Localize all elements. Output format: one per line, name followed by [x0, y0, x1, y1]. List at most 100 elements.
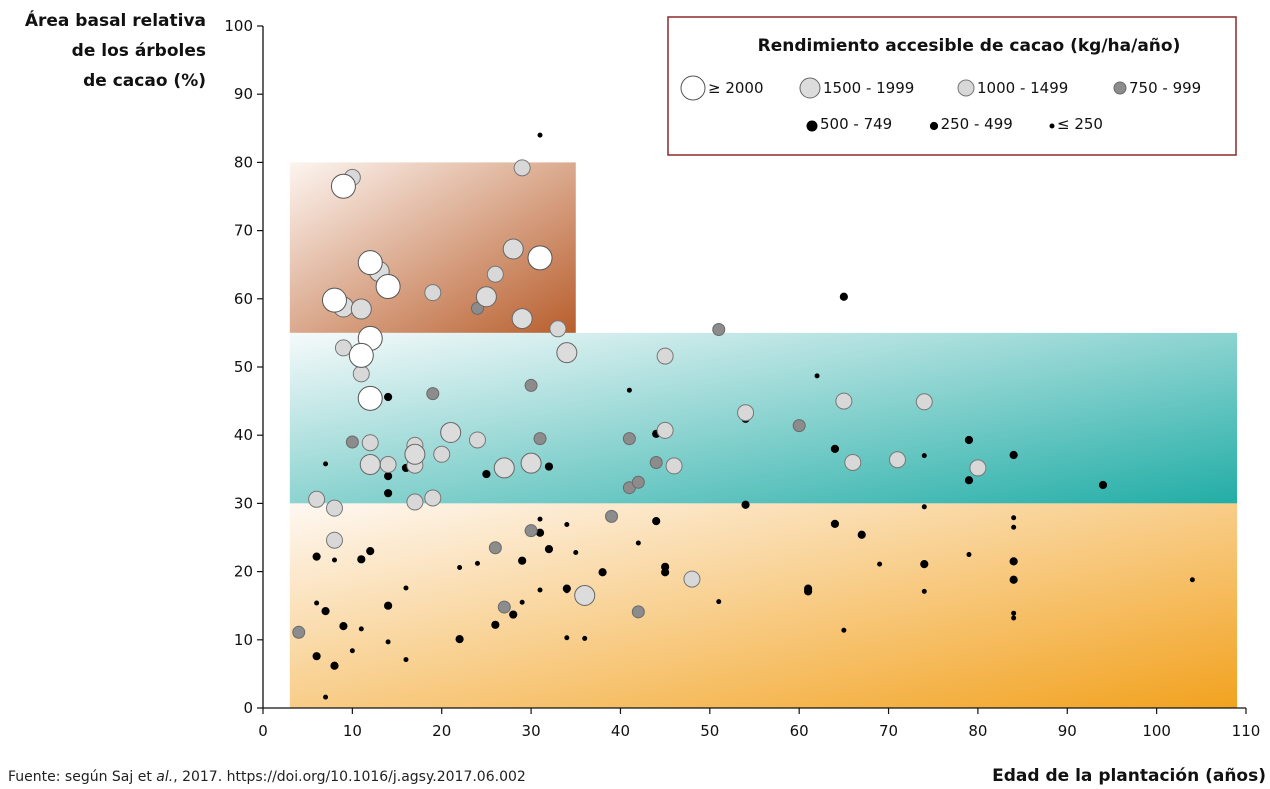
- x-tick-label: 80: [968, 722, 987, 740]
- data-point: [520, 452, 542, 474]
- data-point: [323, 694, 329, 700]
- data-point: [339, 622, 348, 631]
- data-point: [841, 627, 847, 633]
- data-point: [830, 519, 840, 528]
- y-tick-label: 70: [234, 222, 253, 240]
- data-point: [656, 347, 674, 365]
- background-regions: [289, 162, 1238, 708]
- legend-marker: [929, 121, 939, 131]
- x-tick-label: 40: [611, 722, 630, 740]
- legend-item-c1: ≥ 2000: [680, 75, 764, 101]
- data-point: [877, 561, 883, 567]
- y-tick-label: 10: [234, 631, 253, 649]
- data-point: [1009, 450, 1018, 460]
- data-point: [622, 432, 636, 446]
- data-point: [330, 173, 356, 199]
- data-point: [556, 342, 578, 364]
- data-point: [406, 493, 424, 511]
- x-tick-label: 20: [432, 722, 451, 740]
- data-point: [605, 509, 619, 523]
- data-point: [537, 516, 543, 522]
- x-tick-label: 60: [790, 722, 809, 740]
- data-point: [349, 648, 355, 654]
- legend-item-c7: ≤ 250: [1049, 115, 1103, 133]
- data-point: [491, 620, 500, 629]
- region-2: [289, 503, 1238, 708]
- axes: 0 10 20 30 40 50 60 70 80 90 100 110 0 10 20 30 40 50 60 70…: [224, 17, 1260, 740]
- y-tick-label: 50: [234, 358, 253, 376]
- data-point: [403, 657, 409, 663]
- data-point: [404, 443, 426, 465]
- data-point: [564, 635, 570, 641]
- data-point: [357, 385, 383, 411]
- data-point: [497, 600, 511, 614]
- region-1: [289, 332, 1238, 504]
- data-point: [969, 459, 987, 477]
- y-tick-label: 90: [234, 85, 253, 103]
- data-point: [457, 565, 463, 571]
- data-point: [1009, 575, 1018, 584]
- data-point: [921, 588, 927, 594]
- data-point: [519, 599, 525, 605]
- data-point: [573, 550, 579, 556]
- legend-item-c5: 500 - 749: [806, 115, 892, 133]
- data-point: [314, 600, 320, 606]
- data-point: [598, 568, 607, 577]
- data-point: [533, 432, 547, 446]
- legend-item-c6: 250 - 499: [929, 115, 1013, 133]
- y-tick-label: 40: [234, 426, 253, 444]
- data-point: [488, 541, 502, 555]
- data-point: [440, 421, 462, 443]
- data-point: [574, 584, 596, 606]
- x-tick-label: 110: [1232, 722, 1261, 740]
- x-tick-label: 30: [522, 722, 541, 740]
- data-point: [312, 652, 321, 661]
- data-point: [511, 308, 533, 330]
- data-point: [385, 639, 391, 645]
- data-point: [524, 378, 538, 392]
- data-point: [544, 544, 554, 554]
- data-point: [920, 559, 929, 569]
- x-tick-label: 50: [700, 722, 719, 740]
- y-axis-title-line-3: de cacao (%): [83, 71, 206, 91]
- data-point: [921, 504, 927, 510]
- y-tick-label: 20: [234, 563, 253, 581]
- data-point: [966, 552, 972, 558]
- data-point: [518, 556, 527, 565]
- data-point: [839, 292, 848, 301]
- data-point: [384, 601, 393, 610]
- data-point: [384, 392, 393, 402]
- data-point: [424, 489, 442, 507]
- data-point: [741, 500, 750, 509]
- data-point: [350, 298, 372, 320]
- data-point: [486, 265, 504, 283]
- data-point: [455, 635, 464, 644]
- data-point: [513, 159, 531, 177]
- legend-item-c4: 750 - 999: [1113, 79, 1201, 97]
- data-point: [562, 584, 571, 593]
- data-point: [582, 635, 588, 641]
- source-suffix: , 2017. https://doi.org/10.1016/j.agsy.2…: [173, 769, 526, 785]
- data-point: [375, 274, 401, 300]
- data-point: [384, 489, 393, 498]
- legend-item-c3: 1000 - 1499: [957, 79, 1068, 97]
- legend-marker: [1113, 81, 1127, 95]
- data-points: [292, 132, 1195, 700]
- data-point: [325, 531, 343, 549]
- y-tick-label: 100: [224, 17, 253, 35]
- legend-label: 250 - 499: [941, 115, 1013, 133]
- data-point: [468, 431, 486, 449]
- legend-label: ≥ 2000: [708, 79, 764, 97]
- data-point: [424, 284, 442, 302]
- legend-label: 500 - 749: [820, 115, 892, 133]
- data-point: [915, 393, 933, 411]
- data-point: [352, 365, 370, 383]
- data-point: [665, 457, 683, 475]
- data-point: [737, 404, 755, 422]
- data-point: [626, 387, 632, 393]
- y-tick-label: 80: [234, 153, 253, 171]
- data-point: [537, 587, 543, 593]
- data-point: [1011, 515, 1017, 521]
- data-point: [631, 475, 645, 489]
- data-point: [366, 547, 375, 556]
